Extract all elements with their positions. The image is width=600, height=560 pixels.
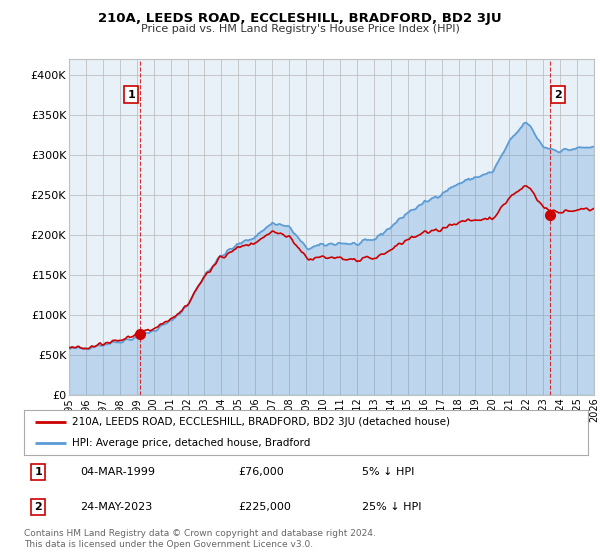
Text: Price paid vs. HM Land Registry's House Price Index (HPI): Price paid vs. HM Land Registry's House …	[140, 24, 460, 34]
Text: 1: 1	[34, 467, 42, 477]
Text: £225,000: £225,000	[238, 502, 291, 512]
Text: £76,000: £76,000	[238, 467, 284, 477]
Text: 25% ↓ HPI: 25% ↓ HPI	[362, 502, 422, 512]
Text: 1: 1	[127, 90, 135, 100]
Text: 2: 2	[34, 502, 42, 512]
Text: 04-MAR-1999: 04-MAR-1999	[80, 467, 155, 477]
Text: 210A, LEEDS ROAD, ECCLESHILL, BRADFORD, BD2 3JU (detached house): 210A, LEEDS ROAD, ECCLESHILL, BRADFORD, …	[72, 417, 450, 427]
Text: HPI: Average price, detached house, Bradford: HPI: Average price, detached house, Brad…	[72, 437, 310, 447]
Text: 210A, LEEDS ROAD, ECCLESHILL, BRADFORD, BD2 3JU: 210A, LEEDS ROAD, ECCLESHILL, BRADFORD, …	[98, 12, 502, 25]
Text: 24-MAY-2023: 24-MAY-2023	[80, 502, 152, 512]
Text: 2: 2	[554, 90, 562, 100]
Text: 5% ↓ HPI: 5% ↓ HPI	[362, 467, 415, 477]
Text: Contains HM Land Registry data © Crown copyright and database right 2024.
This d: Contains HM Land Registry data © Crown c…	[24, 529, 376, 549]
